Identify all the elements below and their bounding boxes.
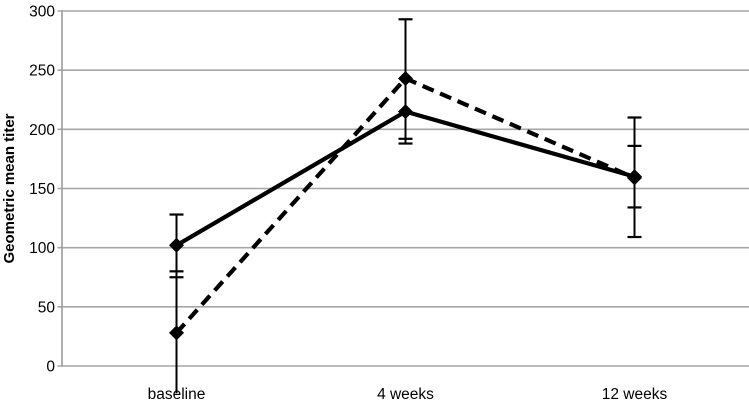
y-tick-label-50: 50 xyxy=(38,299,56,316)
y-tick-label-300: 300 xyxy=(29,4,55,21)
x-tick-label-baseline: baseline xyxy=(148,386,206,403)
dashed-series-marker-baseline xyxy=(169,325,184,341)
y-tick-label-0: 0 xyxy=(46,359,55,376)
y-tick-label-200: 200 xyxy=(29,122,55,139)
x-tick-label-12 weeks: 12 weeks xyxy=(602,386,668,403)
dashed-series-marker-12 weeks xyxy=(627,170,642,186)
solid-series-marker-4 weeks xyxy=(398,104,413,120)
y-axis-title: Geometric mean titer xyxy=(1,113,18,263)
y-tick-label-150: 150 xyxy=(29,181,55,198)
y-tick-label-250: 250 xyxy=(29,63,55,80)
y-tick-label-100: 100 xyxy=(29,240,55,257)
x-tick-label-4 weeks: 4 weeks xyxy=(377,386,434,403)
solid-series-marker-baseline xyxy=(169,237,184,253)
dashed-series-marker-4 weeks xyxy=(398,70,413,86)
